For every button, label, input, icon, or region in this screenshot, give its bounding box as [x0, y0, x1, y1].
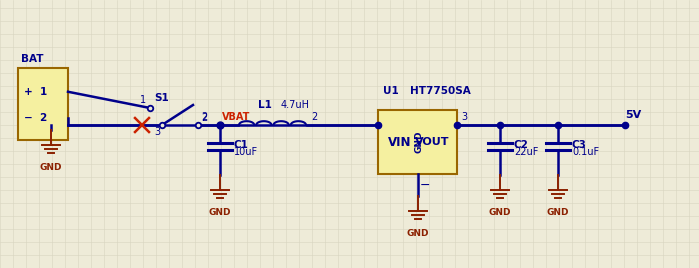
Text: GND: GND: [40, 163, 62, 172]
Text: 3: 3: [154, 127, 160, 137]
Text: −: −: [419, 179, 430, 192]
Text: +  1: + 1: [24, 87, 48, 97]
Text: 5V: 5V: [625, 110, 641, 120]
Text: 2: 2: [311, 112, 317, 122]
Bar: [18, 68, 68, 140]
Bar: [378, 110, 457, 174]
Text: VBAT: VBAT: [222, 112, 250, 122]
Text: GND: GND: [547, 208, 569, 217]
Text: 1: 1: [140, 95, 146, 105]
Text: L1: L1: [257, 100, 271, 110]
Text: C3: C3: [572, 140, 587, 150]
Text: BAT: BAT: [21, 54, 43, 64]
Text: HT7750SA: HT7750SA: [410, 86, 470, 96]
Text: 2: 2: [201, 113, 207, 123]
Text: VOUT: VOUT: [415, 137, 449, 147]
Text: 0.1uF: 0.1uF: [572, 147, 599, 157]
Text: −  2: − 2: [24, 113, 48, 123]
Text: 3: 3: [461, 112, 467, 122]
Text: VIN: VIN: [388, 136, 412, 148]
Text: GND: GND: [489, 208, 511, 217]
Text: 4.7uH: 4.7uH: [280, 100, 310, 110]
Text: GND: GND: [406, 229, 428, 238]
Text: 10uF: 10uF: [234, 147, 258, 157]
Text: C1: C1: [234, 140, 249, 150]
Text: GND: GND: [209, 208, 231, 217]
Text: S1: S1: [154, 93, 168, 103]
Text: 22uF: 22uF: [514, 147, 538, 157]
Text: 2: 2: [202, 112, 208, 122]
Text: U1: U1: [383, 86, 398, 96]
Text: C2: C2: [514, 140, 529, 150]
Text: GND: GND: [415, 131, 424, 153]
